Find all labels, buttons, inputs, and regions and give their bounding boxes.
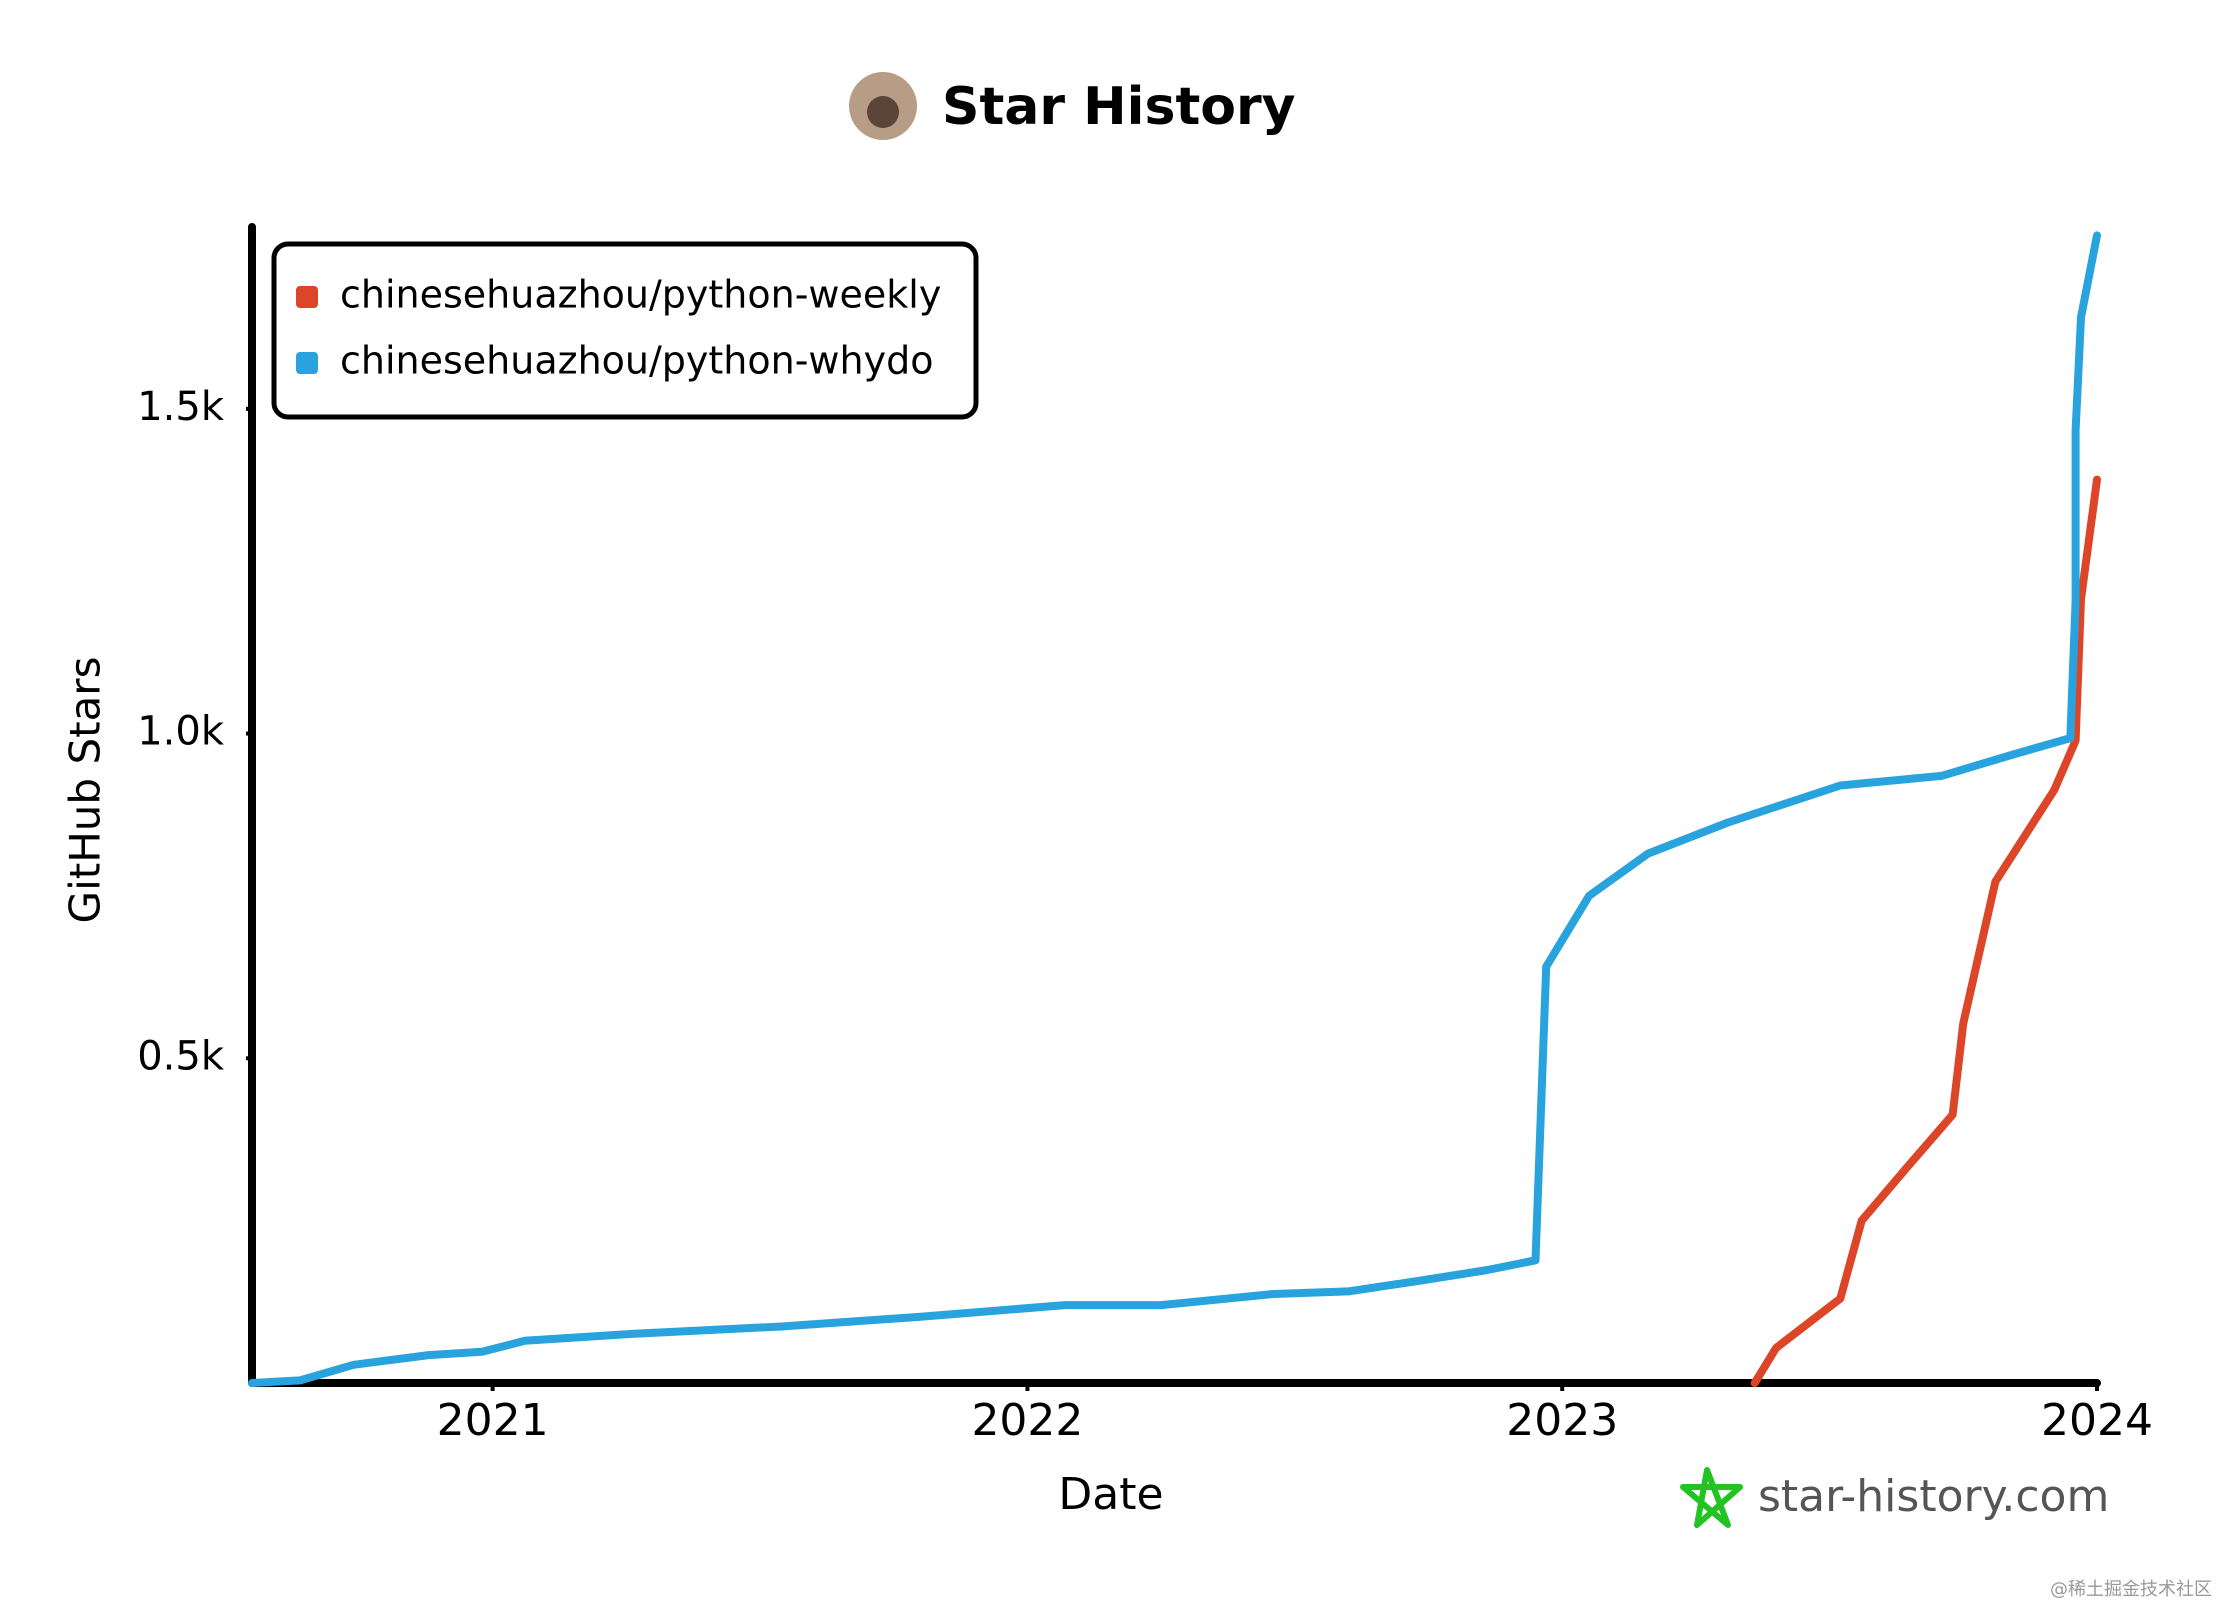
avatar-figure [867, 96, 899, 128]
legend-label: chinesehuazhou/python-weekly [340, 273, 941, 317]
y-axis-label: GitHub Stars [61, 657, 110, 924]
y-tick-label: 0.5k [137, 1033, 225, 1079]
x-axis-label: Date [1058, 1469, 1163, 1520]
chart-title: Star History [942, 77, 1296, 137]
legend-box [271, 241, 979, 420]
legend-label: chinesehuazhou/python-whydo [340, 339, 933, 383]
y-tick-label: 1.5k [137, 384, 225, 430]
watermark: @稀土掘金技术社区 [2050, 1579, 2212, 1600]
series-line [1750, 475, 2101, 1387]
series-line [248, 231, 2101, 1387]
x-tick-label: 2023 [1506, 1395, 1618, 1446]
legend: chinesehuazhou/python-weekly chinesehuazh… [271, 241, 979, 420]
source-text: star-history.com [1758, 1471, 2109, 1522]
x-tick-label: 2022 [971, 1395, 1083, 1446]
source-credit: star-history.com [1680, 1467, 2109, 1528]
plot-area: 0.5k 1.0k 1.5k 2021 2022 2023 2024 [137, 223, 2153, 1446]
legend-swatch [296, 352, 318, 374]
y-tick-label: 1.0k [137, 709, 225, 755]
star-icon [1680, 1467, 1743, 1528]
x-tick-label: 2021 [437, 1395, 549, 1446]
legend-swatch [296, 286, 318, 308]
x-tick-label: 2024 [2041, 1395, 2153, 1446]
